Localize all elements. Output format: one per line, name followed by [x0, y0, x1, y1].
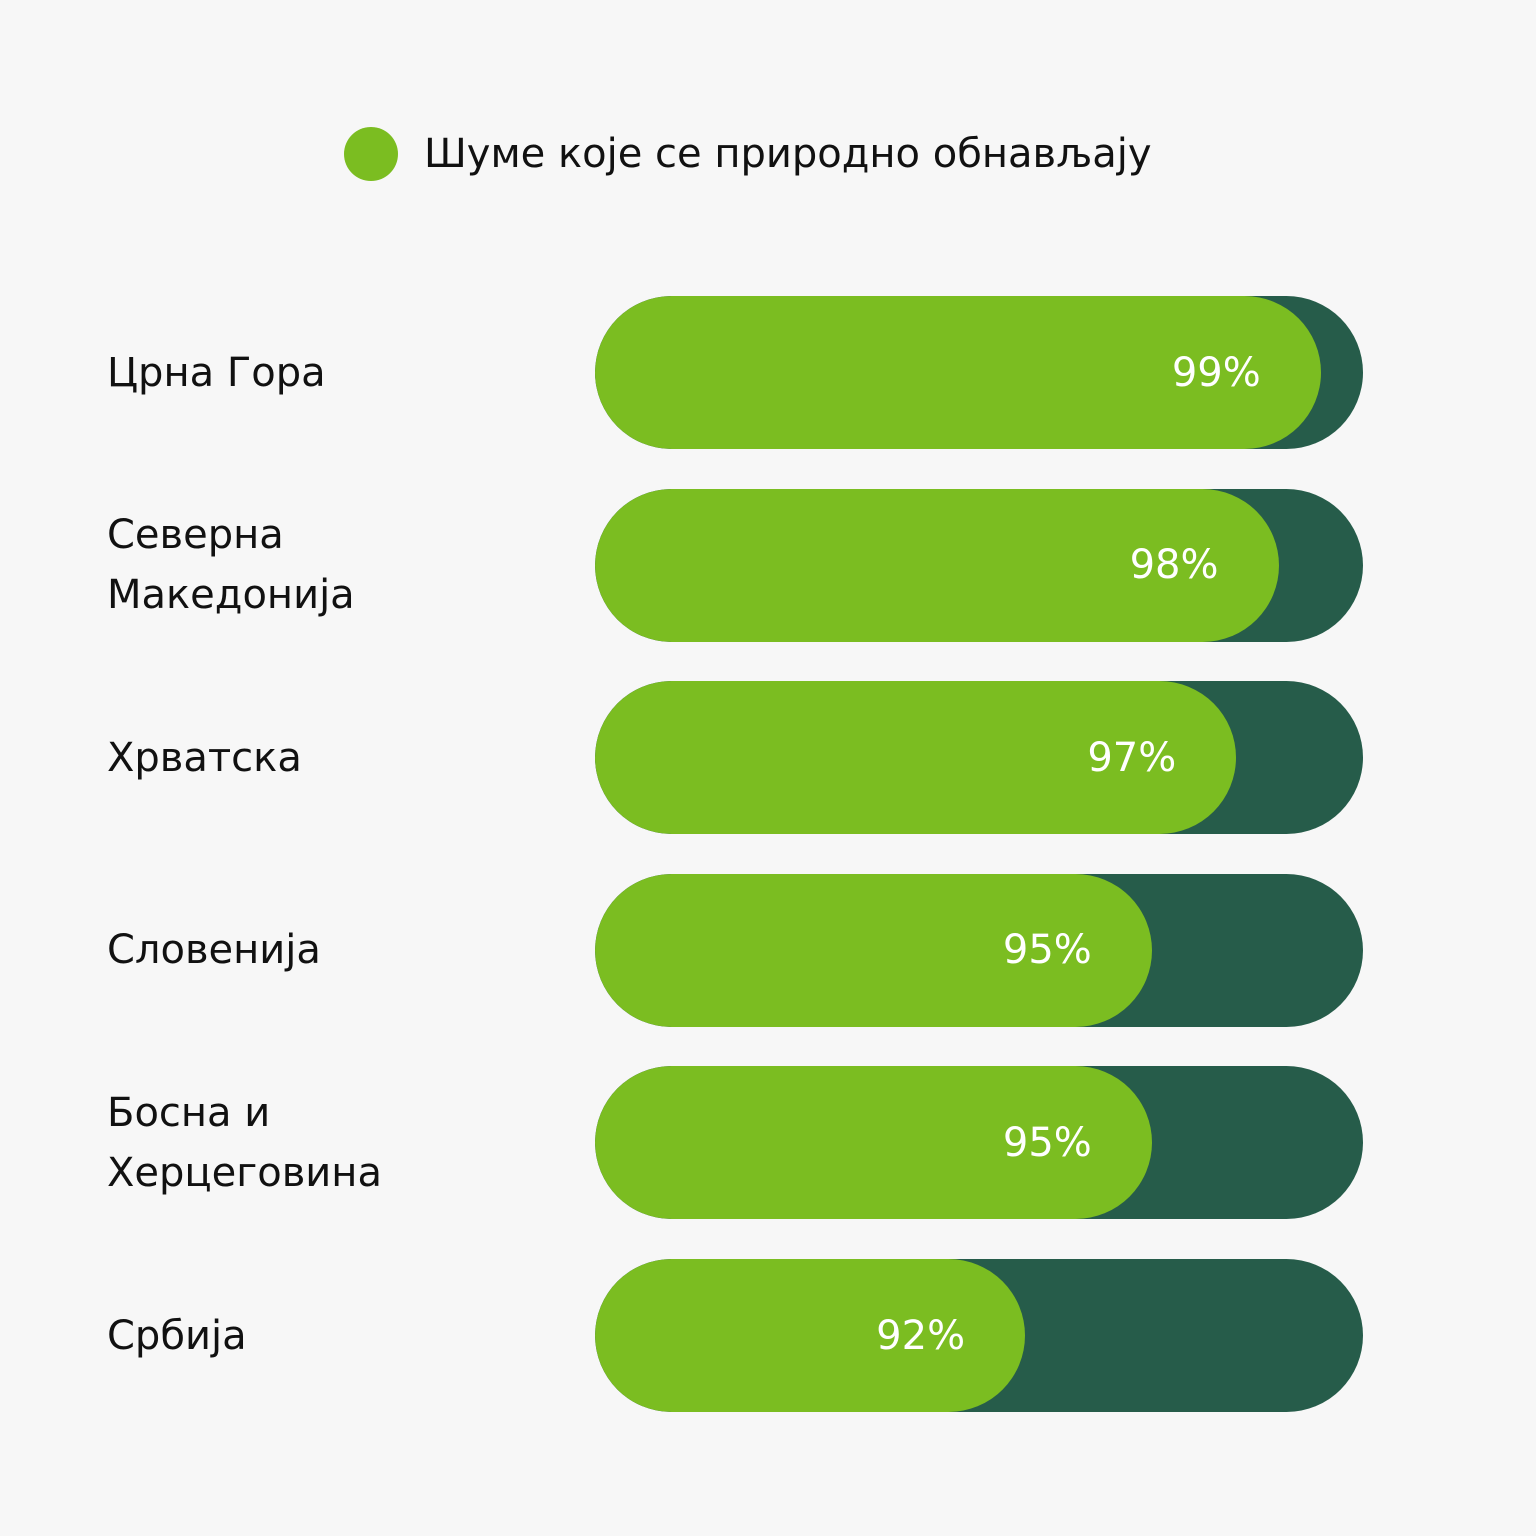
- bar-row: Босна и Херцеговина 95%: [0, 1066, 1536, 1220]
- bar-row: Црна Гора 99%: [0, 296, 1536, 449]
- bar-track: 98%: [595, 488, 1363, 642]
- bar-row: Северна Македонија 98%: [0, 488, 1536, 642]
- bar-track: 99%: [595, 296, 1363, 449]
- bar-track: 97%: [595, 681, 1363, 835]
- legend: Шуме које се природно обнављају: [344, 126, 1152, 182]
- category-label: Хрватска: [107, 681, 467, 834]
- category-label-line: Хрватска: [107, 734, 302, 781]
- category-label-line: Херцеговина: [107, 1149, 382, 1196]
- category-label-line: Босна и: [107, 1089, 271, 1136]
- bar-row: Хрватска 97%: [0, 681, 1536, 835]
- category-label: Србија: [107, 1259, 467, 1412]
- legend-label: Шуме које се природно обнављају: [424, 131, 1152, 177]
- value-label: 98%: [1129, 542, 1219, 589]
- bar-row: Словенија 95%: [0, 873, 1536, 1027]
- bar-fill: 95%: [595, 1066, 1152, 1220]
- category-label: Северна Македонија: [107, 489, 467, 642]
- category-label-line: Црна Гора: [107, 349, 326, 396]
- category-label-line: Словенија: [107, 927, 321, 974]
- value-label: 97%: [1087, 734, 1177, 781]
- value-label: 95%: [1002, 927, 1092, 974]
- bar-track: 92%: [595, 1259, 1363, 1412]
- bar-track: 95%: [595, 1066, 1363, 1220]
- bar-fill: 97%: [595, 681, 1237, 835]
- bar-fill: 95%: [595, 873, 1152, 1027]
- bar-fill: 98%: [595, 488, 1279, 642]
- category-label-line: Македонија: [107, 572, 355, 619]
- category-label: Црна Гора: [107, 296, 467, 449]
- bar-row: Србија 92%: [0, 1259, 1536, 1412]
- category-label: Босна и Херцеговина: [107, 1066, 467, 1219]
- bar-fill: 92%: [595, 1259, 1026, 1412]
- category-label: Словенија: [107, 874, 467, 1027]
- bar-track: 95%: [595, 873, 1363, 1027]
- category-label-line: Србија: [107, 1312, 247, 1359]
- value-label: 95%: [1002, 1119, 1092, 1166]
- legend-swatch: [344, 127, 398, 181]
- category-label-line: Северна: [107, 512, 284, 559]
- value-label: 99%: [1171, 349, 1261, 396]
- value-label: 92%: [876, 1312, 966, 1359]
- bar-fill: 99%: [595, 296, 1321, 449]
